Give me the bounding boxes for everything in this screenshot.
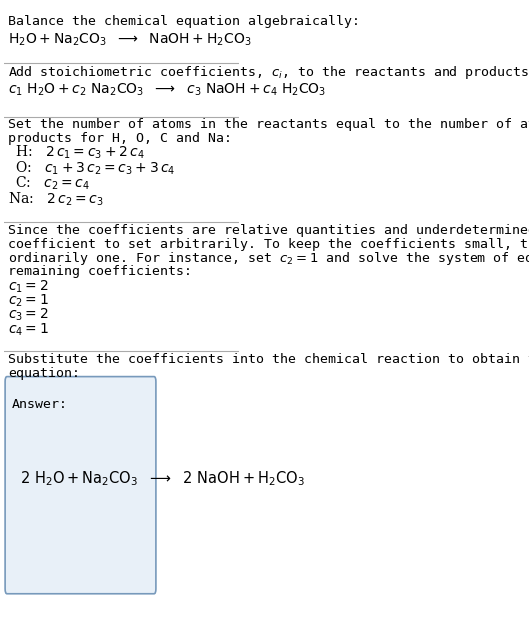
Text: O:   $c_1 + 3\,c_2 = c_3 + 3\,c_4$: O: $c_1 + 3\,c_2 = c_3 + 3\,c_4$ xyxy=(15,159,176,177)
Text: Balance the chemical equation algebraically:: Balance the chemical equation algebraica… xyxy=(8,15,360,28)
Text: $\mathrm{H_2O + Na_2CO_3}$  $\longrightarrow$  $\mathrm{NaOH + H_2CO_3}$: $\mathrm{H_2O + Na_2CO_3}$ $\longrightar… xyxy=(8,32,252,48)
Text: ordinarily one. For instance, set $c_2 = 1$ and solve the system of equations fo: ordinarily one. For instance, set $c_2 =… xyxy=(8,250,529,266)
Text: Answer:: Answer: xyxy=(12,398,68,411)
Text: C:   $c_2 = c_4$: C: $c_2 = c_4$ xyxy=(15,175,90,192)
Text: $c_4 = 1$: $c_4 = 1$ xyxy=(8,321,49,338)
Text: products for H, O, C and Na:: products for H, O, C and Na: xyxy=(8,132,232,144)
Text: $c_2 = 1$: $c_2 = 1$ xyxy=(8,293,49,309)
Text: Substitute the coefficients into the chemical reaction to obtain the balanced: Substitute the coefficients into the che… xyxy=(8,353,529,366)
Text: $2\ \mathrm{H_2O + Na_2CO_3}$  $\longrightarrow$  $2\ \mathrm{NaOH + H_2CO_3}$: $2\ \mathrm{H_2O + Na_2CO_3}$ $\longrigh… xyxy=(20,470,305,488)
Text: Na:   $2\,c_2 = c_3$: Na: $2\,c_2 = c_3$ xyxy=(8,191,104,208)
Text: $c_3 = 2$: $c_3 = 2$ xyxy=(8,307,49,324)
Text: $c_1\ \mathrm{H_2O} + c_2\ \mathrm{Na_2CO_3}$  $\longrightarrow$  $c_3\ \mathrm{: $c_1\ \mathrm{H_2O} + c_2\ \mathrm{Na_2C… xyxy=(8,82,327,98)
Text: $c_1 = 2$: $c_1 = 2$ xyxy=(8,278,49,295)
Text: H:   $2\,c_1 = c_3 + 2\,c_4$: H: $2\,c_1 = c_3 + 2\,c_4$ xyxy=(15,144,145,161)
Text: Add stoichiometric coefficients, $c_i$, to the reactants and products:: Add stoichiometric coefficients, $c_i$, … xyxy=(8,64,529,81)
Text: remaining coefficients:: remaining coefficients: xyxy=(8,265,193,278)
Text: coefficient to set arbitrarily. To keep the coefficients small, the arbitrary va: coefficient to set arbitrarily. To keep … xyxy=(8,238,529,251)
Text: Set the number of atoms in the reactants equal to the number of atoms in the: Set the number of atoms in the reactants… xyxy=(8,118,529,131)
Text: equation:: equation: xyxy=(8,367,80,379)
Text: Since the coefficients are relative quantities and underdetermined, choose a: Since the coefficients are relative quan… xyxy=(8,224,529,237)
FancyBboxPatch shape xyxy=(5,377,156,594)
